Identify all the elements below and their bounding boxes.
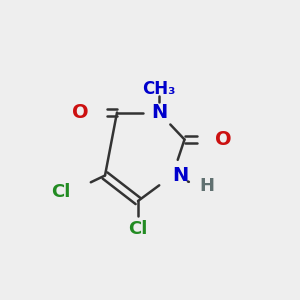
Text: O: O [72,103,88,122]
Text: O: O [214,130,231,149]
Text: CH₃: CH₃ [142,80,176,98]
Text: H: H [200,177,214,195]
Text: N: N [151,103,167,122]
Text: Cl: Cl [51,183,70,201]
Text: Cl: Cl [128,220,148,238]
Text: N: N [172,166,189,185]
